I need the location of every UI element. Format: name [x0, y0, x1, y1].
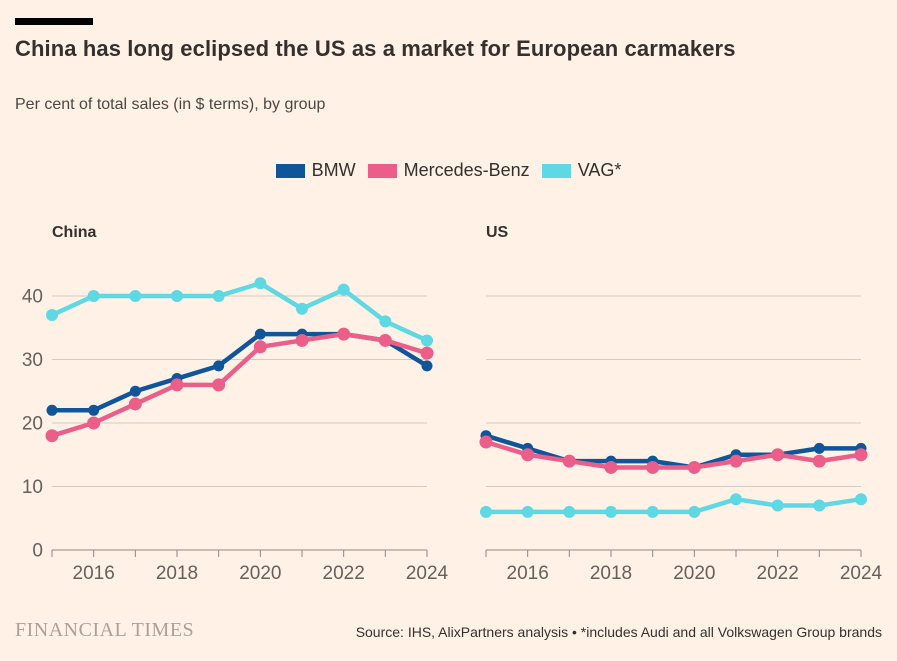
ft-logo: FINANCIAL TIMES [15, 619, 195, 641]
us-line-chart: 2016 2018 2020 2022 2024 [479, 295, 882, 584]
data-point-vag [521, 505, 534, 518]
data-point-bmw [46, 404, 58, 416]
x-tick-label: 2016 [73, 563, 115, 584]
legend-item-mercedes-benz: Mercedes-Benz [367, 160, 530, 181]
legend-item-vag: VAG* [541, 160, 622, 181]
data-point-vag [296, 302, 308, 315]
page-subtitle: Per cent of total sales (in $ terms), by… [15, 96, 326, 113]
legend-swatch-bmw [275, 163, 305, 178]
data-point-bmw [421, 360, 433, 372]
y-tick-label: 10 [22, 477, 43, 498]
data-point-mercedes-benz [562, 454, 576, 468]
y-tick-label: 40 [22, 287, 43, 308]
china-line-chart: 2016 2018 2020 2022 2024 0 10 20 30 40 [22, 277, 448, 584]
data-point-vag [379, 315, 392, 328]
data-point-bmw [213, 360, 225, 372]
x-tick-label: 2024 [406, 563, 448, 584]
x-tick-label: 2024 [840, 563, 882, 584]
data-point-vag [129, 290, 142, 302]
panel-title-us: US [486, 224, 509, 241]
series-line-bmw [49, 331, 430, 413]
data-point-vag [605, 505, 617, 518]
data-point-bmw [254, 328, 266, 340]
data-point-mercedes-benz [212, 378, 226, 392]
data-point-vag [212, 290, 225, 302]
data-point-mercedes-benz [729, 454, 743, 468]
series-line-mercedes-benz [49, 331, 430, 438]
data-point-vag [813, 499, 826, 512]
data-point-mercedes-benz [812, 454, 826, 468]
x-tick-label: 2018 [156, 563, 198, 584]
data-point-mercedes-benz [128, 397, 142, 411]
data-point-mercedes-benz [253, 340, 267, 354]
data-point-mercedes-benz [337, 327, 351, 341]
data-point-vag [480, 505, 492, 518]
data-point-mercedes-benz [45, 429, 59, 443]
x-tick-label: 2018 [590, 563, 632, 584]
x-tick-label: 2020 [673, 563, 715, 584]
series-line-vag [483, 496, 864, 515]
data-point-vag [254, 277, 267, 290]
x-tick-label: 2022 [757, 563, 799, 584]
y-tick-label: 30 [22, 350, 43, 371]
series-line-mercedes-benz [483, 439, 864, 470]
data-point-mercedes-benz [295, 333, 309, 347]
x-tick-label: 2022 [323, 563, 365, 584]
data-point-mercedes-benz [771, 448, 785, 462]
accent-bar [15, 18, 93, 25]
panel-title-china: China [52, 224, 97, 241]
data-point-vag [171, 290, 183, 302]
data-point-vag [337, 283, 350, 296]
data-point-mercedes-benz [687, 460, 701, 474]
x-tick-label: 2016 [507, 563, 549, 584]
chart-legend: BMW Mercedes-Benz VAG* [0, 160, 897, 181]
data-point-mercedes-benz [854, 448, 868, 462]
data-point-mercedes-benz [479, 435, 493, 449]
data-point-mercedes-benz [170, 378, 184, 392]
legend-label-vag: VAG* [577, 160, 622, 180]
y-tick-label: 20 [22, 414, 43, 435]
data-point-vag [646, 505, 659, 518]
page-title: China has long eclipsed the US as a mark… [15, 36, 736, 61]
series-line-vag [49, 281, 430, 343]
source-note: Source: IHS, AlixPartners analysis • *in… [355, 624, 882, 640]
data-point-bmw [88, 404, 100, 416]
legend-swatch-mercedes-benz [367, 163, 397, 178]
data-point-vag [46, 309, 58, 322]
data-point-mercedes-benz [646, 460, 660, 474]
data-point-mercedes-benz [420, 346, 434, 360]
data-point-vag [563, 505, 576, 518]
data-point-mercedes-benz [87, 416, 101, 430]
data-point-bmw [813, 442, 825, 454]
data-point-vag [688, 505, 701, 518]
data-point-vag [421, 334, 433, 347]
legend-swatch-vag [541, 163, 571, 178]
data-point-vag [87, 290, 100, 302]
legend-label-bmw: BMW [311, 160, 356, 180]
data-point-bmw [129, 385, 141, 397]
data-point-vag [771, 499, 784, 512]
data-point-mercedes-benz [521, 448, 535, 462]
data-point-mercedes-benz [378, 333, 392, 347]
series-line-bmw [483, 433, 864, 470]
legend-label-mercedes-benz: Mercedes-Benz [403, 160, 530, 180]
data-point-vag [855, 493, 867, 506]
x-tick-label: 2020 [239, 563, 281, 584]
y-tick-label: 0 [32, 541, 43, 562]
data-point-mercedes-benz [604, 460, 618, 474]
data-point-vag [730, 493, 742, 506]
legend-item-bmw: BMW [275, 160, 356, 181]
